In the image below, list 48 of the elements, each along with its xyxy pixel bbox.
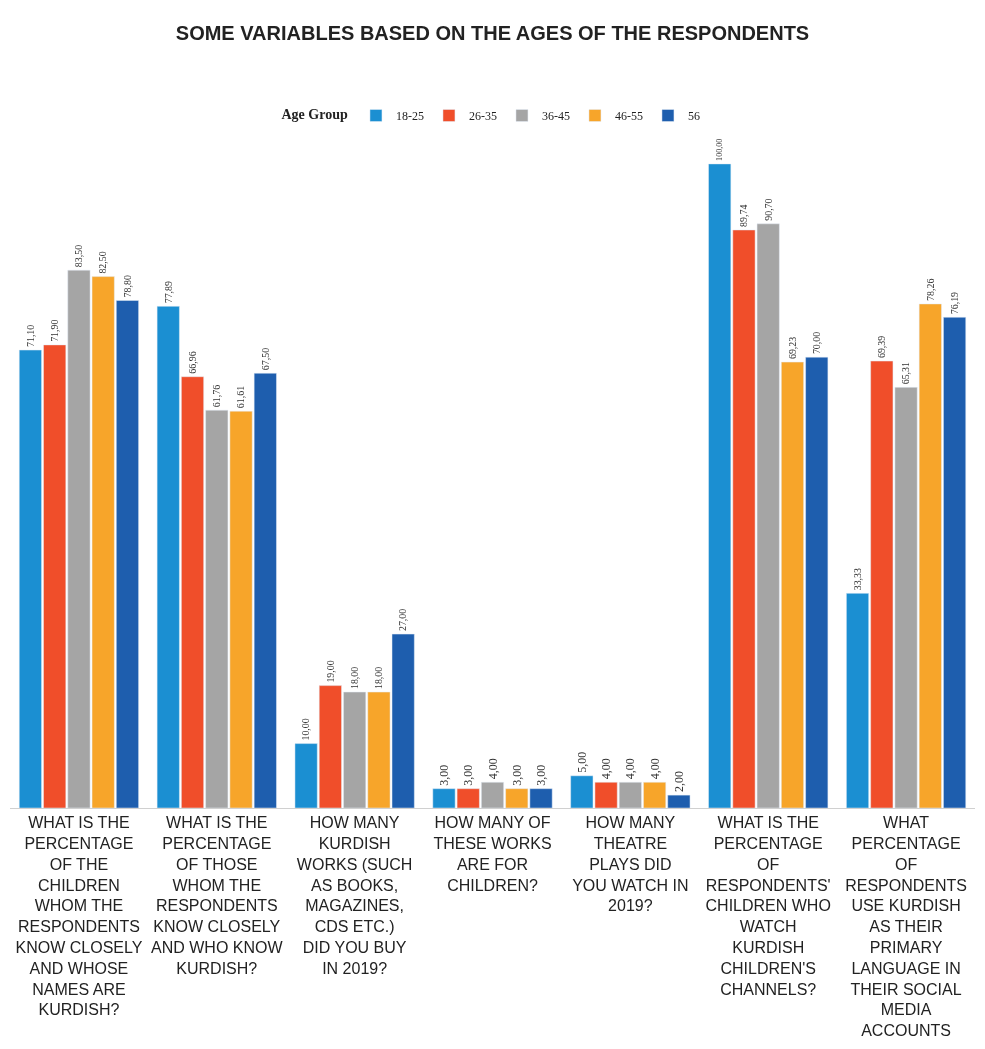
data-label: 18,00 [373,666,385,690]
data-label: 71,90 [48,319,60,342]
data-label: 70,00 [811,331,823,355]
x-tick-label: HOW MANY KURDISH WORKS (SUCH AS BOOKS, MAGAZINES, CDS ETC.) DID YOU BUY IN 2019? [296,814,413,977]
data-label: 27,00 [397,608,409,632]
data-label: 78,80 [121,275,133,298]
category-label: WHAT PERCENTAGE OF RESPONDENTS USE KURDISH AS THEIR PRIMARY LANGUAGE IN THEIR SOCIAL MEDIA ACCOUNTS [845,814,967,1040]
legend-label: 36-45 [541,109,570,124]
data-label: 67,50 [259,347,271,371]
data-label: 77,89 [162,280,174,304]
data-label: 71,10 [24,324,36,348]
data-label: 82,50 [97,251,109,274]
category-label: WHAT IS THE PERCENTAGE OF THE CHILDREN WHOM THE RESPONDENTS KNOW CLOSELY AND WHOSE NAMES ARE KURDISH? [15,814,143,1019]
data-label: 2,00 [671,771,686,793]
legend-label: 56 [687,109,700,124]
data-label: 4,00 [599,758,614,780]
category-label: WHAT IS THE PERCENTAGE OF RESPONDENTS' CHILDREN WHO WATCH KURDISH CHILDREN'S CHANNELS? [705,814,831,998]
data-label: 19,00 [324,660,336,683]
data-label: 78,26 [924,278,936,301]
data-label: 69,39 [876,335,888,359]
data-label: 66,96 [186,351,198,374]
x-tick-label: HOW MANY THEATRE PLAYS DID YOU WATCH IN 2019? [572,814,689,915]
data-label: 69,23 [786,336,798,360]
data-label: 33,33 [851,567,863,591]
data-label: 3,00 [534,764,549,786]
legend-label: 26-35 [468,109,497,124]
data-label: 89,74 [738,204,750,227]
data-label: 18,00 [348,666,360,690]
data-label: 4,00 [485,758,500,780]
x-tick-label: WHAT IS THE PERCENTAGE OF THOSE WHOM THE RESPONDENTS KNOW CLOSELY AND WHO KNOW KURDISH? [151,814,284,977]
legend-label: 18-25 [395,109,424,124]
data-label: 5,00 [574,751,589,773]
legend-title: Age Group [281,107,348,123]
data-label: 10,00 [300,718,312,741]
data-label: 3,00 [436,764,451,786]
data-label: 3,00 [509,764,524,786]
data-label: 65,31 [900,361,912,385]
data-label: 4,00 [623,758,638,780]
data-label: 61,76 [211,384,223,408]
data-label: 76,19 [948,291,960,315]
data-label: 3,00 [461,764,476,786]
data-label: 4,00 [647,758,662,780]
data-label: 90,70 [762,198,774,221]
x-tick-label: HOW MANY OF THESE WORKS ARE FOR CHILDREN? [433,814,552,894]
data-label: 61,61 [235,385,247,409]
chart-title: SOME VARIABLES BASED ON THE AGES OF THE RESPONDENTS [175,22,810,45]
legend-label: 46-55 [614,109,643,124]
data-label: 83,50 [73,244,85,268]
